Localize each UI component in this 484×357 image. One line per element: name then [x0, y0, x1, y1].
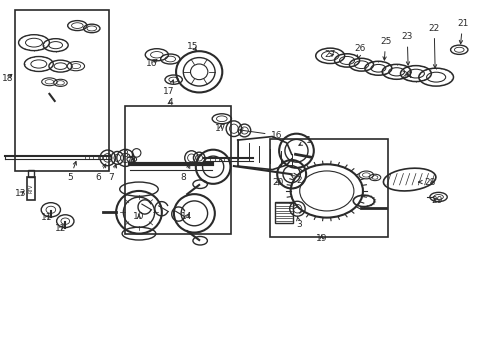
Bar	[28, 170, 34, 177]
Text: 21: 21	[456, 19, 468, 44]
Text: 25: 25	[379, 37, 391, 60]
Text: 16: 16	[146, 60, 157, 69]
Text: 24: 24	[401, 71, 412, 80]
Bar	[125, 106, 231, 233]
Bar	[270, 139, 387, 237]
Text: 28: 28	[418, 177, 435, 187]
Text: 29: 29	[431, 196, 442, 205]
Text: 14: 14	[181, 212, 192, 221]
Text: 23: 23	[401, 32, 412, 65]
Text: 27: 27	[324, 50, 335, 59]
Text: 16: 16	[239, 129, 281, 140]
Text: 6: 6	[95, 164, 106, 182]
Text: 13: 13	[15, 189, 27, 198]
Text: 17: 17	[214, 124, 226, 133]
Text: 19: 19	[315, 234, 327, 243]
Text: 12: 12	[55, 224, 66, 233]
Text: 18: 18	[2, 74, 13, 83]
Text: 7: 7	[108, 164, 116, 182]
Text: 2: 2	[290, 175, 301, 185]
Text: 20: 20	[272, 178, 283, 187]
Text: 17: 17	[163, 80, 174, 96]
Text: 22: 22	[428, 24, 439, 68]
Bar	[27, 177, 35, 200]
Text: 10: 10	[133, 212, 144, 221]
Text: 8: 8	[122, 150, 131, 159]
Bar	[274, 202, 292, 223]
Text: 11: 11	[41, 213, 53, 222]
Bar	[15, 10, 108, 171]
Text: 8: 8	[180, 165, 189, 182]
Text: 1: 1	[298, 136, 311, 145]
Text: 26: 26	[354, 44, 365, 59]
Text: 3: 3	[295, 217, 301, 228]
Text: 4: 4	[167, 97, 173, 106]
Text: RTV: RTV	[29, 184, 33, 193]
Text: 15: 15	[187, 42, 198, 51]
Text: 5: 5	[67, 161, 76, 182]
Text: 9: 9	[129, 158, 135, 167]
